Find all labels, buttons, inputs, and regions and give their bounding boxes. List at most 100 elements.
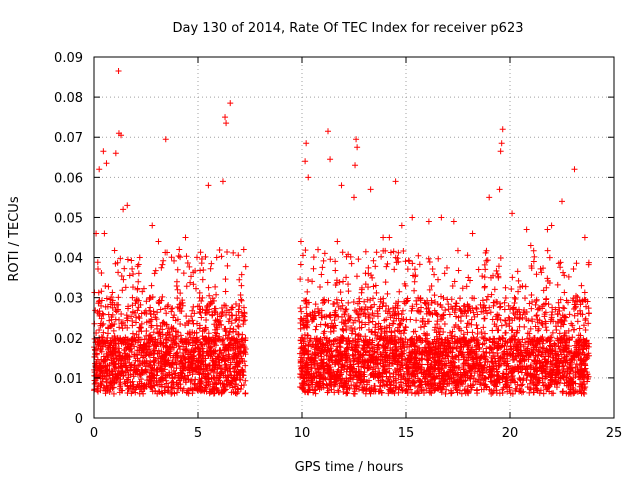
data-point [439, 375, 446, 382]
data-point [368, 272, 375, 279]
data-point [135, 304, 142, 311]
data-point [101, 356, 108, 363]
data-point [126, 354, 133, 361]
data-point [304, 321, 311, 328]
data-point [350, 298, 357, 305]
data-point [483, 296, 490, 303]
data-point [381, 337, 388, 344]
y-tick-label: 0.01 [54, 372, 83, 387]
data-point [547, 318, 554, 325]
data-point [523, 350, 530, 357]
data-point [103, 373, 110, 380]
data-point [471, 362, 478, 369]
data-point [395, 336, 402, 343]
data-point [239, 331, 246, 338]
data-point [486, 194, 493, 201]
data-point [502, 317, 509, 324]
data-point [451, 278, 458, 285]
data-point [531, 342, 538, 349]
data-point [348, 260, 355, 267]
data-point [148, 384, 155, 391]
data-point [537, 335, 544, 342]
data-point [567, 366, 574, 373]
data-point [393, 259, 400, 266]
data-point [314, 380, 321, 387]
data-point [373, 289, 380, 296]
data-point [548, 334, 555, 341]
data-point [437, 381, 444, 388]
data-point [480, 335, 487, 342]
data-point [199, 328, 206, 335]
data-point [319, 314, 326, 321]
data-point [365, 359, 372, 366]
data-point [413, 333, 420, 340]
data-point [446, 380, 453, 387]
data-point [377, 350, 384, 357]
data-point [108, 357, 115, 364]
data-point [242, 377, 249, 384]
data-point [539, 362, 546, 369]
data-point [312, 352, 319, 359]
data-point [107, 296, 114, 303]
data-point [490, 349, 497, 356]
data-point [327, 156, 334, 163]
data-point [238, 282, 245, 289]
data-point [133, 351, 140, 358]
data-point [162, 136, 169, 143]
data-point [212, 342, 219, 349]
data-point [463, 313, 470, 320]
data-point [384, 290, 391, 297]
data-point [501, 343, 508, 350]
x-tick-label: 20 [502, 426, 519, 441]
data-point [426, 389, 433, 396]
data-point [395, 249, 402, 256]
data-point [111, 247, 118, 254]
data-point [323, 313, 330, 320]
data-point [374, 310, 381, 317]
data-point [191, 348, 198, 355]
data-point [477, 354, 484, 361]
data-point [383, 351, 390, 358]
data-point [502, 358, 509, 365]
data-point [209, 295, 216, 302]
data-point [515, 277, 522, 284]
data-point [546, 342, 553, 349]
data-point [117, 255, 124, 262]
data-point [509, 305, 516, 312]
data-point [147, 318, 154, 325]
data-point [323, 352, 330, 359]
data-point [223, 311, 230, 318]
data-point [437, 293, 444, 300]
data-point [320, 341, 327, 348]
data-point [484, 358, 491, 365]
data-point [332, 337, 339, 344]
data-point [326, 312, 333, 319]
data-point [372, 282, 379, 289]
data-point [196, 303, 203, 310]
data-point [530, 258, 537, 265]
data-point [458, 340, 465, 347]
data-point [499, 126, 506, 133]
data-point [313, 323, 320, 330]
data-point [474, 368, 481, 375]
data-point [365, 270, 372, 277]
data-point [207, 381, 214, 388]
data-point [571, 326, 578, 333]
data-point [434, 336, 441, 343]
data-point [512, 353, 519, 360]
data-point [163, 372, 170, 379]
data-point [232, 350, 239, 357]
data-point [555, 260, 562, 267]
data-point [384, 381, 391, 388]
data-point [212, 317, 219, 324]
data-point [175, 253, 182, 260]
data-point [435, 385, 442, 392]
data-point [142, 343, 149, 350]
data-point [564, 369, 571, 376]
data-point [135, 270, 142, 277]
data-point [309, 278, 316, 285]
data-point [503, 366, 510, 373]
data-point [541, 382, 548, 389]
data-point [235, 386, 242, 393]
data-point [574, 366, 581, 373]
